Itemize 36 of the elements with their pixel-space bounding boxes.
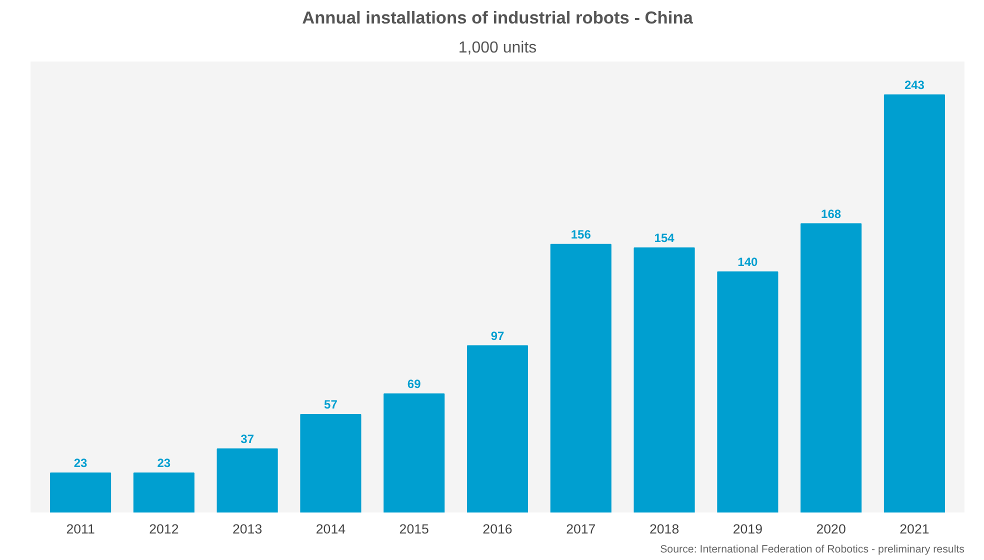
data-label: 156 bbox=[570, 227, 592, 242]
bar bbox=[466, 345, 528, 512]
data-label: 37 bbox=[240, 432, 254, 446]
bar bbox=[384, 393, 445, 512]
data-label: 243 bbox=[904, 78, 925, 92]
x-tick-label: 2018 bbox=[649, 522, 680, 536]
bar bbox=[50, 472, 112, 512]
bar bbox=[800, 223, 862, 512]
x-tick-label: 2021 bbox=[900, 522, 930, 536]
chart-subtitle: 1,000 units bbox=[458, 40, 537, 56]
x-tick-label: 2013 bbox=[232, 522, 262, 536]
x-tick-label: 2019 bbox=[732, 522, 763, 536]
data-label: 57 bbox=[324, 398, 338, 412]
chart-title: Annual installations of industrial robots - China bbox=[302, 8, 694, 28]
bar bbox=[133, 472, 194, 512]
x-tick-label: 2011 bbox=[66, 522, 95, 536]
bar bbox=[634, 247, 695, 512]
bar bbox=[550, 244, 612, 512]
bar bbox=[717, 271, 778, 512]
x-tick-label: 2014 bbox=[316, 522, 346, 536]
data-label: 168 bbox=[821, 206, 842, 221]
bar bbox=[884, 94, 945, 512]
x-tick-label: 2016 bbox=[482, 522, 512, 536]
data-label: 140 bbox=[738, 254, 758, 269]
bar bbox=[300, 414, 362, 512]
x-tick-label: 2012 bbox=[149, 522, 179, 536]
bar bbox=[216, 448, 278, 512]
x-tick-label: 2015 bbox=[399, 522, 429, 536]
data-label: 97 bbox=[490, 328, 504, 343]
data-label: 23 bbox=[74, 456, 88, 470]
x-tick-label: 2020 bbox=[816, 522, 846, 536]
data-label: 23 bbox=[157, 456, 171, 470]
source-note: Source: International Federation of Robotics - preliminary results bbox=[660, 544, 964, 556]
data-label: 154 bbox=[654, 230, 675, 245]
x-tick-label: 2017 bbox=[566, 522, 596, 536]
data-label: 69 bbox=[407, 376, 422, 391]
